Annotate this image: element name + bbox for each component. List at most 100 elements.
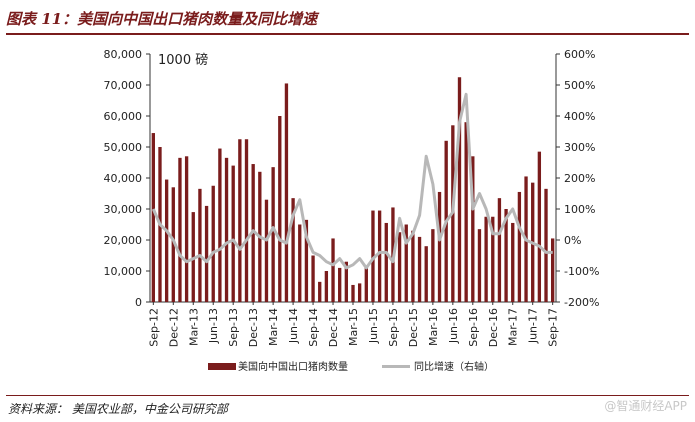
bar xyxy=(244,139,249,302)
bar xyxy=(404,224,408,302)
bar xyxy=(324,271,329,302)
x-tick-label: Sep-17 xyxy=(547,308,560,347)
x-tick-label: Dec-14 xyxy=(327,308,340,347)
x-tick-label: Jun-16 xyxy=(447,308,460,344)
x-tick-label: Dec-16 xyxy=(487,308,500,347)
source-note: 资料来源： 美国农业部，中金公司研究部 xyxy=(8,402,228,416)
left-tick-label: 0 xyxy=(135,296,142,309)
bar xyxy=(338,267,342,302)
bar xyxy=(431,229,435,302)
bar xyxy=(357,283,362,302)
bar xyxy=(397,232,402,302)
bar xyxy=(291,198,295,302)
bar xyxy=(304,219,309,302)
x-tick-label: Mar-15 xyxy=(347,308,360,346)
left-tick-label: 40,000 xyxy=(104,172,143,185)
bar xyxy=(517,191,522,302)
legend: 美国向中国出口猪肉数量 同比增速（右轴） xyxy=(208,360,494,373)
bar xyxy=(371,210,375,302)
right-tick-label: 200% xyxy=(564,172,595,185)
bar xyxy=(218,148,222,302)
watermark: @智通财经APP xyxy=(604,399,687,413)
bar xyxy=(171,187,175,302)
left-tick-label: 30,000 xyxy=(104,203,143,216)
x-tick-label: Jun-17 xyxy=(527,308,540,344)
bar xyxy=(417,236,422,302)
x-tick-label: Sep-12 xyxy=(147,308,160,347)
right-tick-label: -200% xyxy=(564,296,599,309)
bar xyxy=(497,198,502,302)
right-tick-label: 0% xyxy=(564,234,581,247)
right-tick-label: 600% xyxy=(564,48,595,61)
bar xyxy=(271,167,275,302)
bar xyxy=(411,230,415,302)
x-tick-label: Mar-13 xyxy=(187,308,200,346)
x-tick-label: Mar-17 xyxy=(507,308,520,346)
bar xyxy=(344,261,349,302)
bar xyxy=(504,209,508,302)
legend-label-bar: 美国向中国出口猪肉数量 xyxy=(238,360,348,373)
x-tick-label: Dec-15 xyxy=(407,308,420,347)
bar xyxy=(278,116,282,302)
right-tick-label: 500% xyxy=(564,79,595,92)
bar xyxy=(184,156,189,302)
x-tick-label: Mar-14 xyxy=(267,308,280,346)
source-rule xyxy=(6,395,689,396)
x-tick-label: Jun-13 xyxy=(207,308,220,344)
growth-line xyxy=(151,92,553,270)
x-tick-label: Dec-12 xyxy=(167,308,180,347)
bar xyxy=(224,157,229,302)
x-tick-label: Sep-14 xyxy=(307,308,320,347)
bar xyxy=(484,216,488,302)
chart: 0 10,000 20,000 30,000 40,000 50,000 60,000 70,… xyxy=(104,48,600,373)
x-tick-label: Jun-15 xyxy=(367,308,380,344)
bar xyxy=(544,188,548,302)
bar xyxy=(204,205,209,302)
left-tick-label: 80,000 xyxy=(104,48,143,61)
bar xyxy=(351,284,355,302)
bar xyxy=(331,238,335,302)
bar xyxy=(311,255,315,302)
x-tick-label: Mar-16 xyxy=(427,308,440,346)
bar xyxy=(511,222,515,302)
bar xyxy=(471,156,475,302)
legend-label-line: 同比增速（右轴） xyxy=(414,360,494,373)
bar xyxy=(211,185,215,302)
line-series xyxy=(151,92,553,270)
bar xyxy=(298,224,302,302)
x-tick-label: Dec-13 xyxy=(247,308,260,347)
bar xyxy=(364,267,368,302)
x-tick-label: Sep-15 xyxy=(387,308,400,347)
left-tick-label: 60,000 xyxy=(104,110,143,123)
right-tick-label: -100% xyxy=(564,265,599,278)
unit-label: 1000 磅 xyxy=(158,52,208,68)
bar-series xyxy=(151,77,555,302)
bar xyxy=(457,77,462,302)
bar xyxy=(238,139,242,302)
bar xyxy=(178,157,182,302)
bar xyxy=(551,238,555,302)
bar xyxy=(424,246,428,302)
title-rule xyxy=(6,33,689,35)
bar xyxy=(491,216,495,302)
bar xyxy=(164,179,169,302)
left-tick-label: 10,000 xyxy=(104,265,143,278)
x-tick-label: Sep-16 xyxy=(467,308,480,347)
bar xyxy=(198,188,202,302)
legend-swatch-bar xyxy=(208,363,236,370)
axis-labels: 0 10,000 20,000 30,000 40,000 50,000 60,000 70,… xyxy=(104,48,600,347)
bar xyxy=(437,191,442,302)
bar xyxy=(284,83,289,302)
bar xyxy=(264,199,269,302)
bar xyxy=(384,222,388,302)
figure-title: 图表 11：美国向中国出口猪肉数量及同比增速 xyxy=(6,10,318,28)
right-tick-label: 400% xyxy=(564,110,595,123)
bar xyxy=(151,133,155,302)
bar xyxy=(464,122,468,302)
bar xyxy=(537,151,542,302)
left-tick-label: 70,000 xyxy=(104,79,143,92)
left-tick-label: 50,000 xyxy=(104,141,143,154)
bar xyxy=(377,210,382,302)
bar xyxy=(318,281,322,302)
x-tick-label: Sep-13 xyxy=(227,308,240,347)
